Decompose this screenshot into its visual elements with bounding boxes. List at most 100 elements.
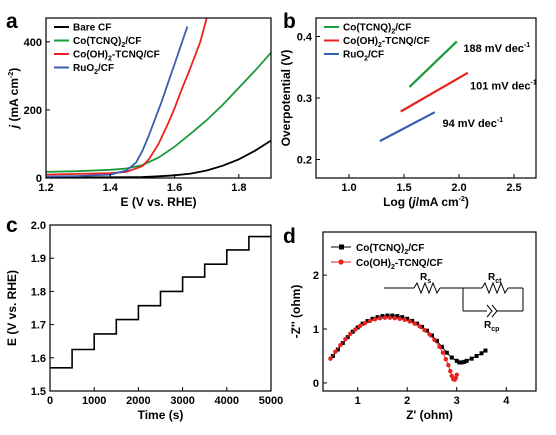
plot-frame (45, 17, 272, 179)
series-2-point (417, 324, 422, 329)
series-2-point (372, 317, 378, 322)
y-tick-label: 1.5 (31, 386, 46, 398)
series-1-point (439, 344, 444, 349)
legend-entry: Co(OH)2-TCNQ/CF (73, 50, 160, 63)
series-1-point (459, 360, 464, 365)
x-axis-label: Time (s) (138, 408, 184, 422)
series-3-line (379, 111, 436, 143)
series-2-point (367, 318, 373, 324)
resistor-rct (481, 281, 509, 295)
legend-entry: Bare CF (73, 23, 111, 34)
series-1-point (483, 348, 488, 353)
series-1-point (405, 316, 410, 321)
series-2-point (407, 319, 412, 324)
x-tick-label: 1.4 (103, 182, 119, 194)
y-tick-label: 0 (313, 378, 319, 390)
series-2-point (432, 337, 437, 342)
x-tick-label: 2000 (126, 395, 150, 407)
legend-entry: Co(TCNQ)2/CF (73, 36, 141, 49)
series-1-point (370, 316, 375, 321)
panel-letter: a (6, 10, 18, 33)
x-tick-label: 5000 (259, 395, 283, 407)
series-1-point (375, 315, 380, 320)
resistor-rs (413, 281, 441, 295)
series-2-point (427, 332, 432, 337)
x-tick-label: 2.0 (451, 182, 466, 194)
panel-letter: d (283, 225, 296, 248)
y-tick-label: 0 (36, 173, 42, 185)
series-2-line (400, 71, 469, 113)
series-1-point (444, 350, 449, 355)
panel-letter: b (283, 10, 296, 33)
series-1-point (400, 315, 405, 320)
x-tick-label: 1.6 (167, 182, 182, 194)
y-axis-label: E (V vs. RHE) (5, 270, 19, 346)
series-1-point (469, 356, 474, 361)
legend-entry: Co(TCNQ)2/CF (343, 23, 411, 36)
y-axis-label: j (mA cm-2) (7, 68, 21, 130)
series-1-point (420, 324, 425, 329)
x-tick-label: 0 (47, 395, 53, 407)
x-tick-label: 1.8 (231, 182, 246, 194)
series-1-point (380, 314, 385, 319)
series-1-point (457, 360, 462, 365)
y-axis-label: Overpotential (V) (279, 50, 293, 147)
cpe-element (491, 304, 498, 318)
y-tick-label: 1.8 (31, 286, 46, 298)
y-tick-label: 0.2 (297, 155, 312, 167)
series-1-point (365, 318, 370, 323)
series-1-point (464, 358, 469, 363)
x-tick-label: 3 (454, 395, 460, 407)
x-axis-label: E (V vs. RHE) (120, 195, 196, 209)
series-2-point (377, 316, 383, 321)
series-2-point (448, 368, 453, 374)
y-tick-label: 2.0 (31, 220, 46, 232)
series-2-line (329, 317, 458, 381)
plot-frame (322, 231, 537, 392)
series-group (379, 40, 469, 143)
circuit-label-rs: Rs (420, 272, 431, 285)
series-1-point (385, 313, 390, 318)
series-2-point (357, 323, 363, 328)
series-1-point (454, 358, 459, 363)
tafel-slope-label: 101 mV dec-1 (470, 79, 537, 92)
series-2-point (446, 362, 451, 368)
x-tick-label: 1.5 (396, 182, 411, 194)
y-tick-label: 0.3 (297, 93, 312, 105)
y-tick-label: 1.9 (31, 253, 46, 265)
y-axis-label: -Z'' (ohm) (289, 285, 303, 339)
series-2-point (437, 344, 442, 350)
series-group (328, 313, 488, 382)
x-tick-label: 1.0 (341, 182, 356, 194)
series-2-line (46, 52, 271, 173)
series-1-point (429, 333, 434, 338)
circuit-label-rct: Rct (488, 272, 502, 285)
series-1-point (434, 338, 439, 343)
series-2-point (387, 315, 393, 320)
series-1-point (360, 321, 365, 326)
panel-letter: c (6, 214, 18, 237)
series-1-point (474, 353, 479, 358)
legend-entry: Co(TCNQ)2/CF (356, 243, 424, 256)
x-tick-label: 4000 (215, 395, 239, 407)
series-2-point (333, 349, 338, 354)
x-tick-label: 2.5 (506, 182, 521, 194)
series-1-point (340, 341, 345, 346)
circuit-label-rcp: Rcp (484, 320, 499, 333)
series-1-line (408, 40, 458, 88)
series-group (50, 235, 271, 369)
series-1-line (46, 139, 271, 178)
x-tick-label: 1.2 (38, 182, 53, 194)
series-1-line (50, 235, 271, 369)
series-2-point (412, 321, 417, 326)
series-1-point (462, 359, 467, 364)
series-1-point (425, 328, 430, 333)
series-2-point (343, 337, 348, 342)
series-1-point (415, 321, 420, 326)
legend-entry: Co(OH)2-TCNQ/CF (343, 36, 430, 49)
series-2-point (402, 317, 407, 323)
tafel-slope-label: 94 mV dec-1 (443, 117, 504, 130)
x-tick-label: 1000 (82, 395, 106, 407)
x-tick-label: 2 (404, 395, 410, 407)
